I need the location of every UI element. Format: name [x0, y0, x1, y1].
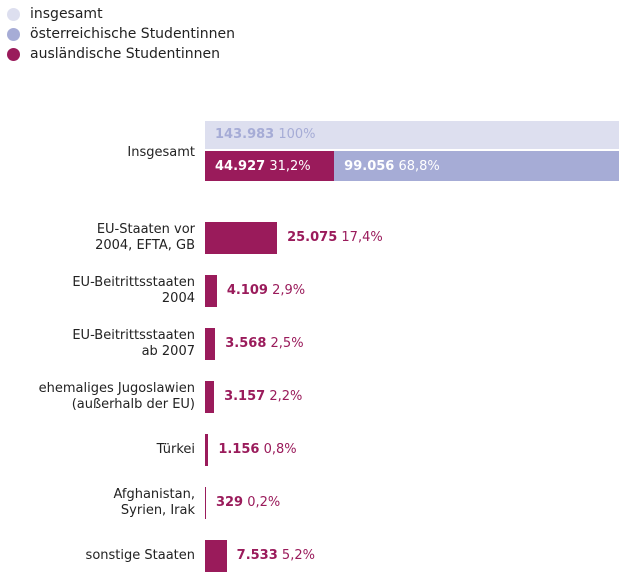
data-label: 3.568 2,5% — [225, 336, 303, 352]
value-label: 4.109 — [226, 283, 268, 298]
bar — [205, 434, 209, 466]
value-label: 3.157 — [224, 389, 266, 404]
percent-label: 0,2% — [247, 495, 281, 510]
category-label: EU-Beitrittsstaaten 2004 — [72, 275, 195, 306]
data-label: 3.157 2,2% — [224, 389, 302, 405]
bar — [205, 487, 206, 519]
category-label: ehemaliges Jugoslawien (außerhalb der EU… — [38, 381, 195, 412]
bar — [205, 328, 216, 360]
bar — [334, 151, 619, 181]
data-label: 143.983 100% — [215, 127, 316, 143]
data-label: 99.056 68,8% — [344, 159, 440, 175]
bar — [205, 381, 215, 413]
category-label: Afghanistan, Syrien, Irak — [113, 487, 195, 518]
value-label: 329 — [215, 495, 244, 510]
data-label: 44.927 31,2% — [215, 159, 311, 175]
category-label: sonstige Staaten — [85, 548, 195, 563]
percent-label: 5,2% — [281, 548, 315, 563]
percent-label: 100% — [278, 127, 316, 142]
legend-marker — [7, 28, 20, 41]
data-label: 1.156 0,8% — [218, 442, 296, 458]
percent-label: 17,4% — [341, 230, 383, 245]
value-label: 7.533 — [236, 548, 278, 563]
legend-label: insgesamt — [30, 6, 103, 22]
data-label: 4.109 2,9% — [227, 283, 305, 299]
percent-label: 0,8% — [263, 442, 297, 457]
legend-marker — [7, 48, 20, 61]
data-label: 25.075 17,4% — [287, 230, 383, 246]
category-label: EU-Staaten vor 2004, EFTA, GB — [95, 222, 195, 253]
category-label: Insgesamt — [127, 145, 195, 160]
bar — [205, 121, 619, 149]
percent-label: 68,8% — [398, 159, 440, 174]
bar — [205, 222, 278, 254]
value-label: 3.568 — [225, 336, 267, 351]
percent-label: 2,5% — [270, 336, 304, 351]
bar — [205, 540, 227, 572]
percent-label: 31,2% — [269, 159, 311, 174]
category-label: Türkei — [156, 442, 195, 457]
percent-label: 2,2% — [269, 389, 303, 404]
legend-label: ausländische Studentinnen — [30, 46, 221, 62]
category-label: EU-Beitrittsstaaten ab 2007 — [72, 328, 195, 359]
legend-marker — [7, 8, 20, 21]
value-label: 44.927 — [215, 159, 266, 174]
bar — [205, 151, 335, 181]
bar — [205, 275, 217, 307]
percent-label: 2,9% — [272, 283, 306, 298]
value-label: 1.156 — [218, 442, 260, 457]
value-label: 25.075 — [287, 230, 338, 245]
data-label: 7.533 5,2% — [237, 548, 315, 564]
data-label: 329 0,2% — [216, 495, 280, 511]
legend-label: österreichische Studentinnen — [30, 26, 236, 42]
value-label: 99.056 — [344, 159, 395, 174]
value-label: 143.983 — [215, 127, 275, 142]
